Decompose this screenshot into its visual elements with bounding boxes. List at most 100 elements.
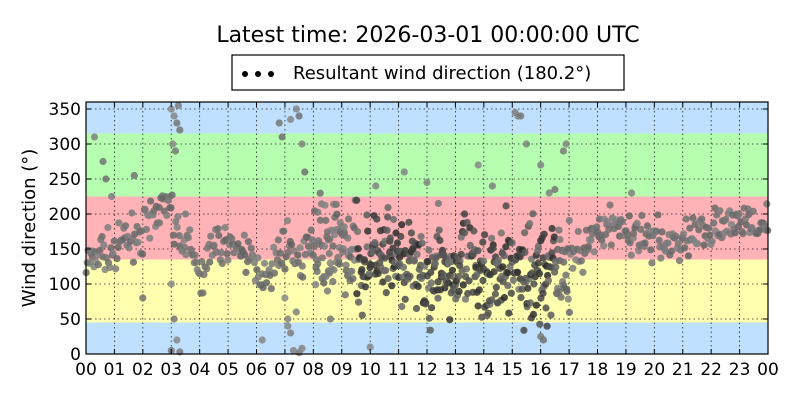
data-point <box>215 231 223 240</box>
data-point <box>224 256 232 264</box>
data-point <box>410 256 418 264</box>
data-point <box>587 236 595 244</box>
data-point <box>524 284 532 292</box>
x-tick-label: 11 <box>388 360 410 380</box>
data-point <box>348 267 356 275</box>
data-point <box>170 112 178 120</box>
data-point <box>492 283 500 291</box>
data-point <box>491 290 499 298</box>
data-point <box>488 234 496 242</box>
data-point <box>307 226 315 234</box>
data-point <box>364 227 372 235</box>
data-point <box>142 225 150 233</box>
data-point <box>543 322 551 330</box>
data-point <box>517 293 525 302</box>
data-point <box>104 223 112 232</box>
x-tick-label: 02 <box>132 360 154 380</box>
data-point <box>173 336 181 344</box>
data-point <box>109 250 117 258</box>
y-tick-label: 100 <box>49 275 81 295</box>
data-point <box>176 126 184 134</box>
x-tick-label: 17 <box>558 360 580 380</box>
data-point <box>618 218 626 226</box>
data-point <box>321 201 329 209</box>
data-point <box>648 259 656 267</box>
data-point <box>320 242 329 250</box>
data-point <box>341 291 349 299</box>
data-point <box>637 225 645 233</box>
data-point <box>409 245 417 253</box>
data-point <box>223 250 231 258</box>
data-point <box>384 213 392 221</box>
data-point <box>210 241 218 249</box>
data-point <box>283 217 291 225</box>
data-point <box>508 239 516 247</box>
data-point <box>514 268 522 276</box>
data-point <box>413 250 421 258</box>
data-point <box>400 168 408 176</box>
data-point <box>555 288 563 296</box>
data-point <box>115 219 123 227</box>
data-point <box>326 315 334 323</box>
data-point <box>398 221 406 229</box>
data-point <box>114 243 122 251</box>
data-point <box>171 147 180 155</box>
data-point <box>427 279 435 287</box>
data-point <box>218 259 226 267</box>
data-point <box>600 242 608 250</box>
data-point <box>141 205 149 213</box>
data-point <box>629 229 638 238</box>
data-point <box>744 205 752 213</box>
data-point <box>384 204 392 212</box>
data-point <box>254 254 262 262</box>
data-point <box>372 182 380 190</box>
x-tick-label: 12 <box>416 360 438 380</box>
data-point <box>655 236 663 244</box>
data-point <box>200 271 208 279</box>
x-tick-label: 06 <box>246 360 268 380</box>
data-point <box>606 201 614 209</box>
data-point <box>174 101 182 110</box>
data-point <box>497 229 505 237</box>
data-point <box>641 239 649 247</box>
legend-marker-dot <box>242 71 248 77</box>
data-point <box>628 189 636 197</box>
data-point <box>139 250 147 258</box>
data-point <box>191 251 199 259</box>
data-point <box>244 238 252 246</box>
data-point <box>602 231 610 239</box>
data-point <box>658 228 666 236</box>
data-point <box>603 218 611 226</box>
data-point <box>354 245 362 253</box>
data-point <box>474 247 482 255</box>
data-point <box>373 215 381 223</box>
data-point <box>689 214 697 222</box>
data-point <box>681 244 689 252</box>
data-point <box>342 261 350 269</box>
data-point <box>314 260 322 268</box>
data-point <box>139 294 147 302</box>
data-point <box>221 224 229 232</box>
data-point <box>287 115 295 124</box>
data-point <box>462 265 470 273</box>
data-point <box>334 253 342 261</box>
data-point <box>763 200 771 208</box>
data-point <box>509 276 517 284</box>
data-point <box>675 257 684 265</box>
data-point <box>682 215 690 223</box>
data-point <box>667 247 676 255</box>
data-point <box>540 230 548 238</box>
data-point <box>739 230 747 238</box>
data-point <box>579 268 587 276</box>
data-point <box>217 249 225 257</box>
data-point <box>381 254 389 262</box>
x-tick-label: 23 <box>729 360 751 380</box>
data-point <box>281 265 289 273</box>
data-point <box>184 234 192 242</box>
data-point <box>584 243 593 251</box>
x-tick-label: 09 <box>331 360 353 380</box>
data-point <box>426 326 434 334</box>
data-point <box>539 336 548 344</box>
data-point <box>203 265 211 273</box>
data-point <box>133 222 141 231</box>
